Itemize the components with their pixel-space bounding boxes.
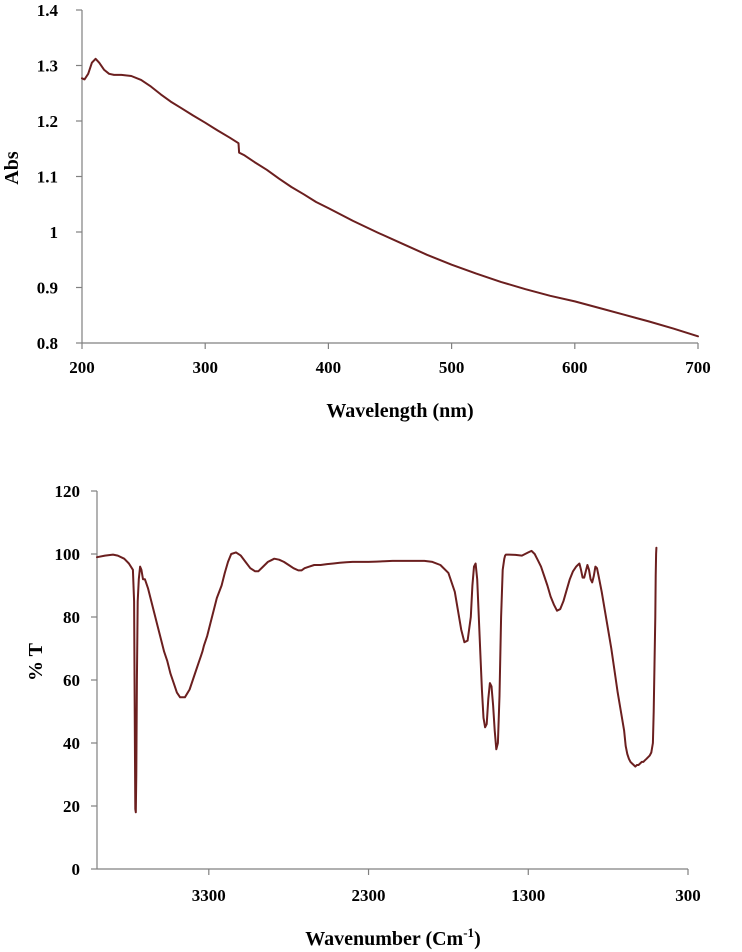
chart1-x-tick-label: 600 (562, 358, 588, 377)
chart2-x-axis-title-close: ) (474, 928, 481, 950)
chart2-x-axis-title-superscript: -1 (463, 925, 474, 940)
chart1-y-tick-label: 1.4 (37, 1, 59, 20)
chart1-y-tick-label: 0.9 (37, 279, 58, 298)
chart1-x-tick-label: 700 (685, 358, 711, 377)
chart2-x-ticks: 3300 2300 1300 300 (192, 869, 701, 905)
chart1-y-tick-label: 1.2 (37, 112, 58, 131)
chart1-absorbance-line (81, 57, 699, 338)
chart2-y-axis-title: % T (25, 642, 47, 681)
absorbance-chart: 0.8 0.9 1 1.1 1.2 1.3 1.4 200 300 400 500 600 700 W… (1, 1, 711, 422)
chart2-y-tick-label: 0 (72, 860, 81, 879)
chart2-y-tick-label: 40 (63, 734, 80, 753)
chart2-x-tick-label: 1300 (511, 886, 545, 905)
chart1-x-tick-label: 200 (69, 358, 95, 377)
chart2-x-axis-title-main: Wavenumber (Cm (305, 928, 463, 950)
chart2-y-tick-label: 80 (63, 608, 80, 627)
chart1-y-tick-label: 1.1 (37, 168, 58, 187)
chart2-x-tick-label: 300 (675, 886, 701, 905)
chart2-y-tick-label: 20 (63, 797, 80, 816)
chart1-x-tick-label: 500 (439, 358, 465, 377)
chart2-x-tick-label: 3300 (192, 886, 226, 905)
chart1-y-tick-label: 1 (50, 223, 59, 242)
chart1-x-axis-title: Wavelength (nm) (326, 400, 473, 422)
chart1-x-ticks: 200 300 400 500 600 700 (69, 343, 711, 377)
chart2-y-tick-label: 60 (63, 671, 80, 690)
chart1-x-tick-label: 300 (192, 358, 218, 377)
chart1-y-ticks: 0.8 0.9 1 1.1 1.2 1.3 1.4 (37, 1, 82, 353)
chart2-y-ticks: 0 20 40 60 80 100 120 (55, 482, 97, 879)
chart2-transmittance-line (96, 546, 658, 814)
chart2-y-tick-label: 100 (55, 545, 81, 564)
chart2-y-tick-label: 120 (55, 482, 81, 501)
chart1-y-tick-label: 1.3 (37, 57, 58, 76)
chart1-x-tick-label: 400 (316, 358, 342, 377)
ftir-chart: 0 20 40 60 80 100 120 3300 2300 1300 300 Wavenumb… (25, 482, 701, 950)
chart1-y-tick-label: 0.8 (37, 334, 58, 353)
chart1-y-axis-title: Abs (1, 151, 23, 185)
chart2-x-axis-title: Wavenumber (Cm-1) (305, 925, 480, 950)
chart2-x-tick-label: 2300 (352, 886, 386, 905)
